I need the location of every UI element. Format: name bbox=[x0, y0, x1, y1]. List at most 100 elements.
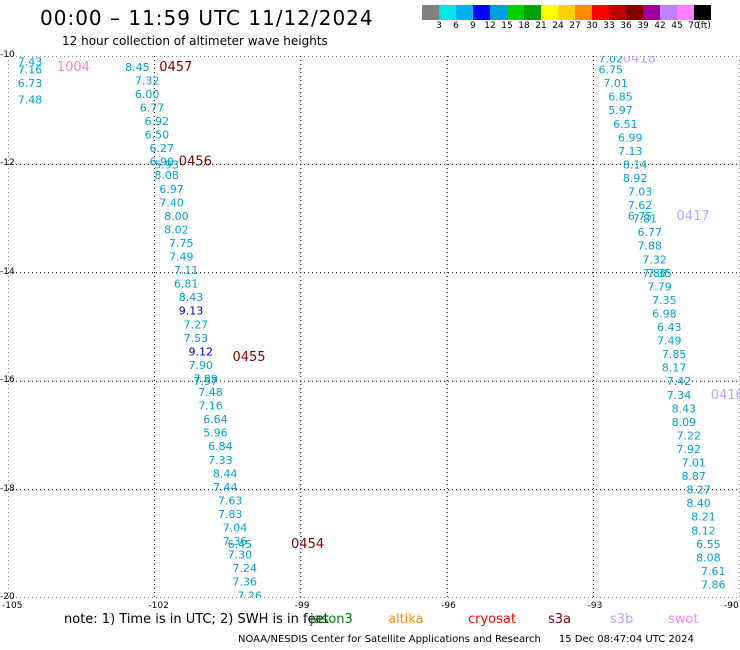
legend-swatch bbox=[558, 5, 575, 20]
legend-swatch bbox=[660, 5, 677, 20]
legend-swatch bbox=[456, 5, 473, 20]
wave-height-point: 7.03 bbox=[628, 186, 653, 199]
map-plot: 7.43 7.16 6.73 7.48 1004 8.45 7.32 6.00 6.77 6.92… bbox=[7, 52, 740, 602]
wave-height-point: 8.45 bbox=[125, 61, 149, 74]
wave-height-point: 7.88 bbox=[638, 240, 663, 253]
wave-height-point: 7.61 bbox=[701, 565, 726, 578]
wave-height-point: 8.12 bbox=[691, 524, 716, 537]
wave-height-point: 6.77 bbox=[638, 226, 663, 239]
track-label: 0457 bbox=[159, 60, 192, 75]
map-subtitle: 12 hour collection of altimeter wave hei… bbox=[62, 34, 328, 48]
wave-height-point: 7.35 bbox=[647, 267, 672, 280]
y-tick-label: -16 bbox=[0, 375, 15, 386]
x-tick-label: -90 bbox=[724, 601, 739, 611]
legend-tick-label: 3 bbox=[436, 21, 442, 31]
x-tick-label: -105 bbox=[2, 601, 23, 611]
wave-height-point: 7.85 bbox=[662, 348, 687, 361]
wave-height-point: 6.43 bbox=[657, 321, 682, 334]
satellite-name: jason3 bbox=[310, 612, 353, 627]
satellite-name: altika bbox=[388, 612, 424, 627]
wave-height-point: 6.99 bbox=[618, 131, 643, 144]
wave-height-point: 6.64 bbox=[203, 413, 228, 426]
wave-height-point: 6.00 bbox=[135, 88, 160, 101]
satellite-name: swot bbox=[668, 612, 699, 627]
wave-height-point: 7.75 bbox=[169, 237, 194, 250]
wave-height-point: 6.84 bbox=[208, 440, 233, 453]
legend-swatch bbox=[626, 5, 643, 20]
wave-height-point: 8.09 bbox=[672, 416, 697, 429]
x-tick-label: -102 bbox=[148, 601, 169, 611]
wave-height-point: 7.90 bbox=[189, 359, 214, 372]
wave-height-point: 7.16 bbox=[18, 64, 43, 77]
wave-height-point: 7.02 bbox=[598, 56, 623, 66]
wave-height-point: 8.43 bbox=[179, 291, 204, 304]
wave-height-point: 7.49 bbox=[657, 335, 682, 348]
y-tick-label: -10 bbox=[0, 50, 15, 60]
legend-swatch bbox=[439, 5, 456, 20]
wave-height-point: 7.40 bbox=[159, 196, 184, 209]
wave-height-point: 8.17 bbox=[662, 362, 687, 375]
wave-height-point: 7.63 bbox=[218, 494, 243, 507]
wave-height-point: 8.08 bbox=[154, 169, 179, 182]
wave-height-point: 6.92 bbox=[145, 115, 170, 128]
legend-tick-label: 70 bbox=[688, 21, 700, 31]
note-text: note: 1) Time is in UTC; 2) SWH is in fe… bbox=[64, 612, 329, 627]
wave-height-point: 9.12 bbox=[189, 345, 214, 358]
legend-swatch bbox=[592, 5, 609, 20]
satellite-name: s3b bbox=[610, 612, 634, 627]
satellite-name: s3a bbox=[548, 612, 572, 627]
wave-height-point: 8.00 bbox=[164, 210, 189, 223]
wave-height-point: 6.50 bbox=[145, 129, 170, 142]
wave-height-point: 7.48 bbox=[198, 386, 223, 399]
wave-height-point: 8.14 bbox=[623, 158, 648, 171]
track-label: 0454 bbox=[291, 537, 324, 552]
wave-height-point: 7.43 bbox=[18, 56, 43, 68]
legend-tick-label: 42 bbox=[654, 21, 666, 31]
x-tick-label: -99 bbox=[294, 601, 310, 611]
legend-tick-label: (ft) bbox=[697, 21, 711, 31]
wave-height-point: 7.34 bbox=[667, 389, 692, 402]
wave-height-point: 7.36 bbox=[223, 535, 248, 548]
wave-height-point: 8.44 bbox=[213, 467, 238, 480]
wave-height-point: 7.62 bbox=[628, 199, 653, 212]
legend-swatch bbox=[541, 5, 558, 20]
legend-tick-label: 24 bbox=[552, 21, 564, 31]
wave-height-point: 6.73 bbox=[18, 77, 43, 90]
wave-height-point: 7.44 bbox=[213, 481, 238, 494]
wave-height-point: 6.75 bbox=[628, 210, 653, 223]
footer-credit: NOAA/NESDIS Center for Satellite Applica… bbox=[238, 634, 541, 645]
wave-height-point: 7.57 bbox=[193, 375, 218, 388]
wave-height-point: 7.04 bbox=[223, 522, 248, 535]
x-tick-label: -93 bbox=[587, 601, 603, 611]
legend-swatch bbox=[490, 5, 507, 20]
y-tick-label: -18 bbox=[0, 483, 15, 494]
wave-height-point: 7.42 bbox=[667, 375, 692, 388]
map-title: 00:00 – 11:59 UTC 11/12/2024 bbox=[40, 6, 374, 30]
track-label: 0417 bbox=[677, 209, 710, 224]
satellite-name: cryosat bbox=[468, 612, 516, 627]
y-tick-label: -14 bbox=[0, 266, 15, 277]
footer-timestamp: 15 Dec 08:47:04 UTC 2024 bbox=[558, 634, 694, 645]
wave-height-point: 7.48 bbox=[18, 93, 43, 106]
wave-height-point: 9.13 bbox=[179, 305, 204, 318]
wave-height-point: 7.11 bbox=[174, 264, 199, 277]
y-tick-label: -12 bbox=[0, 158, 15, 169]
wave-height-point: 6.98 bbox=[652, 307, 677, 320]
legend-tick-label: 39 bbox=[637, 21, 649, 31]
legend-swatch bbox=[575, 5, 592, 20]
wave-height-point: 8.43 bbox=[672, 402, 697, 415]
legend-tick-label: 27 bbox=[569, 21, 581, 31]
wave-height-point: 5.97 bbox=[608, 104, 633, 117]
wave-height-point: 7.22 bbox=[677, 429, 702, 442]
legend-tick-label: 6 bbox=[453, 21, 459, 31]
wave-height-point: 7.16 bbox=[198, 400, 223, 413]
wave-height-point: 7.27 bbox=[184, 318, 209, 331]
wave-height-point: 7.33 bbox=[208, 454, 233, 467]
wave-height-point: 6.27 bbox=[150, 142, 175, 155]
legend-tick-label: 36 bbox=[620, 21, 632, 31]
wave-height-point: 7.36 bbox=[232, 576, 256, 589]
wave-height-point: 6.90 bbox=[150, 156, 175, 169]
legend-tick-label: 33 bbox=[603, 21, 615, 31]
x-tick-label: -96 bbox=[441, 601, 456, 611]
